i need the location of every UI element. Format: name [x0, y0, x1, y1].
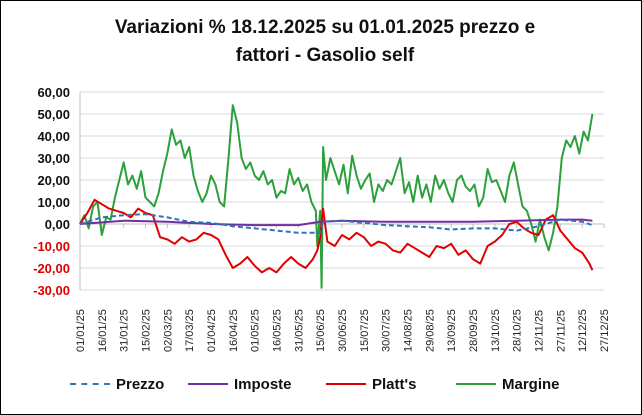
x-tick-label: 02/03/25: [162, 309, 174, 352]
series-line-prezzo: [79, 213, 593, 234]
legend-label: Prezzo: [116, 375, 165, 393]
legend-item: Platt's: [326, 372, 416, 396]
y-tick-label: -10,00: [33, 239, 70, 254]
x-tick-label: 16/05/25: [272, 309, 284, 352]
legend-swatch: [188, 383, 228, 385]
x-tick-label: 15/07/25: [359, 309, 371, 352]
x-tick-label: 30/06/25: [337, 309, 349, 352]
chart-title: Variazioni % 18.12.2025 su 01.01.2025 pr…: [40, 14, 610, 70]
x-tick-label: 13/09/25: [446, 309, 458, 352]
y-tick-label: 40,00: [37, 129, 70, 144]
x-tick-label: 14/08/25: [403, 309, 415, 352]
legend-item: Prezzo: [70, 372, 164, 396]
x-tick-label: 16/01/25: [97, 309, 109, 352]
y-tick-label: 20,00: [37, 173, 70, 188]
chart-title-line-2: fattori - Gasolio self: [235, 45, 415, 66]
y-tick-label: 0,00: [45, 217, 70, 232]
y-tick-label: -30,00: [33, 283, 70, 298]
x-tick-label: 12/12/25: [577, 309, 589, 352]
x-tick-label: 28/09/25: [468, 309, 480, 352]
chart-title-line-1: Variazioni % 18.12.2025 su 01.01.2025 pr…: [114, 17, 536, 38]
legend-label: Margine: [502, 375, 560, 393]
x-tick-label: 01/04/25: [206, 309, 218, 352]
legend-label: Platt's: [372, 375, 417, 393]
legend-label: Imposte: [234, 375, 292, 393]
x-tick-label: 15/02/25: [141, 309, 153, 352]
y-tick-label: 30,00: [37, 151, 70, 166]
x-tick-label: 27/11/25: [555, 310, 567, 352]
x-tick-label: 01/05/25: [250, 309, 262, 352]
legend-item: Imposte: [188, 372, 292, 396]
x-tick-label: 01/01/25: [75, 309, 87, 352]
series-line-margine: [79, 104, 594, 289]
x-tick-label: 27/12/25: [599, 309, 611, 352]
x-tick-label: 13/10/25: [490, 309, 502, 352]
y-tick-label: -20,00: [33, 261, 70, 276]
x-tick-label: 31/05/25: [293, 309, 305, 352]
y-tick-label: 50,00: [37, 107, 70, 122]
x-tick-label: 16/04/25: [228, 309, 240, 352]
x-tick-label: 15/06/25: [315, 309, 327, 352]
legend-swatch: [326, 383, 366, 385]
y-tick-label: 10,00: [37, 195, 70, 210]
x-tick-label: 31/01/25: [119, 309, 131, 352]
legend-swatch: [70, 383, 110, 385]
series-line-platts: [79, 198, 594, 274]
x-tick-label: 29/08/25: [424, 309, 436, 352]
x-tick-label: 17/03/25: [184, 309, 196, 352]
legend-item: Margine: [456, 372, 560, 396]
x-tick-label: 12/11/25: [534, 310, 546, 352]
x-tick-label: 28/10/25: [512, 309, 524, 352]
y-tick-label: 60,00: [37, 85, 70, 100]
x-tick-label: 30/07/25: [381, 309, 393, 352]
legend-swatch: [456, 383, 496, 385]
chart-legend: Prezzo Imposte Platt's Margine: [0, 372, 642, 396]
